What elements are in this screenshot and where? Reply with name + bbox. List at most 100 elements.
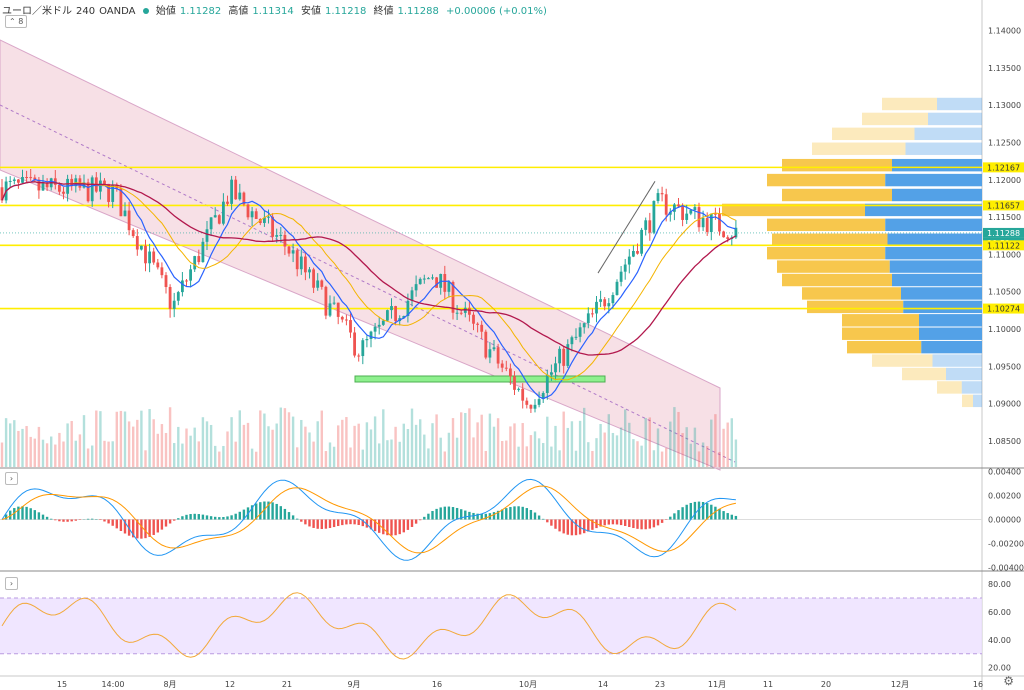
- candle: [135, 236, 139, 250]
- rsi-band: [0, 598, 982, 654]
- volume-bar: [644, 417, 647, 467]
- volume-bar: [496, 418, 500, 467]
- macd-histogram-bar: [521, 506, 524, 520]
- candle: [623, 264, 627, 272]
- volume-bar: [660, 451, 664, 467]
- candle: [443, 274, 447, 292]
- candle: [595, 301, 598, 314]
- volume-bar: [209, 424, 213, 467]
- macd-histogram-bar: [189, 514, 192, 520]
- macd-histogram-bar: [730, 514, 733, 520]
- time-tick-label: 16: [973, 680, 983, 689]
- price-highlight-label: 1.10274: [987, 305, 1020, 314]
- candle: [681, 206, 684, 220]
- volume-bar: [82, 415, 86, 467]
- candle: [226, 201, 229, 204]
- indicator-toggle-button[interactable]: ⌃ 8: [5, 15, 28, 28]
- macd-histogram-bar: [209, 516, 213, 520]
- candle: [156, 262, 160, 268]
- volume-bar: [353, 425, 356, 467]
- volume-bar: [484, 450, 487, 467]
- macd-tick-label: 0.00000: [988, 516, 1021, 525]
- volume-profile-bar: [921, 340, 982, 354]
- candle: [250, 211, 254, 218]
- volume-bar: [468, 408, 471, 467]
- interval-label[interactable]: 240: [76, 6, 96, 17]
- macd-histogram-bar: [726, 513, 729, 520]
- time-tick-label: 12月: [891, 680, 909, 689]
- rsi-pane-toggle-button[interactable]: ›: [5, 577, 18, 590]
- candle: [152, 251, 156, 263]
- low-value: 1.11218: [324, 6, 367, 17]
- chart-header: ユーロ／米ドル 240 OANDA 始値 1.11282 高値 1.11314 安値 1.…: [2, 6, 547, 17]
- volume-profile-bar: [905, 142, 982, 155]
- moving-average-line: [1, 181, 737, 356]
- volume-profile-bar: [767, 173, 886, 187]
- candle: [25, 177, 28, 179]
- volume-profile-bar: [807, 300, 904, 314]
- candle: [533, 404, 537, 409]
- candle: [119, 188, 123, 217]
- macd-histogram-bar: [427, 513, 430, 520]
- rsi-tick-label: 20.00: [988, 664, 1011, 673]
- macd-histogram-bar: [701, 502, 705, 520]
- volume-profile-bar: [914, 127, 982, 141]
- volume-bar: [386, 440, 389, 467]
- candle: [705, 218, 709, 233]
- volume-bar: [29, 436, 32, 467]
- macd-histogram-bar: [255, 503, 258, 520]
- gear-icon[interactable]: ⚙: [1003, 674, 1014, 688]
- candle: [283, 234, 287, 247]
- volume-bar: [546, 416, 549, 467]
- macd-histogram-bar: [361, 519, 364, 527]
- volume-bar: [410, 408, 414, 467]
- macd-histogram-bar: [41, 514, 45, 520]
- macd-histogram-bar: [669, 516, 672, 520]
- volume-bar: [259, 410, 262, 467]
- volume-bar: [619, 427, 623, 467]
- candle: [582, 323, 586, 328]
- volume-profile-bar: [842, 314, 919, 327]
- macd-histogram-bar: [66, 519, 69, 522]
- candle: [45, 182, 49, 188]
- macd-histogram-bar: [263, 501, 266, 520]
- macd-histogram-bar: [496, 510, 500, 520]
- volume-bar: [37, 426, 41, 467]
- volume-bar: [460, 412, 463, 467]
- candle: [340, 316, 344, 320]
- candle: [431, 277, 434, 279]
- volume-bar: [574, 450, 578, 467]
- volume-bar: [554, 425, 557, 467]
- macd-histogram-bar: [349, 519, 352, 525]
- candle: [591, 313, 594, 315]
- candle: [197, 256, 201, 263]
- macd-histogram-bar: [242, 509, 246, 520]
- time-tick-label: 8月: [163, 680, 176, 689]
- chevron-up-icon: ⌃: [9, 17, 16, 26]
- macd-histogram-bar: [160, 519, 164, 530]
- macd-histogram-bar: [250, 505, 254, 520]
- volume-profile-bar: [885, 246, 982, 260]
- macd-histogram-bar: [37, 512, 41, 520]
- macd-pane-toggle-button[interactable]: ›: [5, 472, 18, 485]
- macd-histogram-bar: [685, 504, 688, 520]
- volume-profile-bar: [812, 142, 906, 155]
- volume-bar: [279, 407, 282, 467]
- volume-bar: [439, 437, 442, 467]
- candle: [541, 393, 545, 400]
- candle: [566, 344, 570, 366]
- volume-bar: [361, 449, 364, 467]
- volume-bar: [185, 428, 188, 467]
- macd-histogram-bar: [271, 502, 274, 520]
- symbol-label[interactable]: ユーロ／米ドル: [2, 6, 72, 17]
- volume-profile-bar: [901, 287, 982, 300]
- macd-histogram-bar: [119, 519, 123, 532]
- volume-bar: [615, 435, 619, 467]
- macd-histogram-bar: [734, 515, 738, 520]
- volume-bar: [480, 414, 483, 467]
- macd-histogram-bar: [443, 506, 446, 520]
- macd-histogram-bar: [460, 509, 463, 520]
- candle: [685, 213, 689, 220]
- candle: [365, 339, 369, 341]
